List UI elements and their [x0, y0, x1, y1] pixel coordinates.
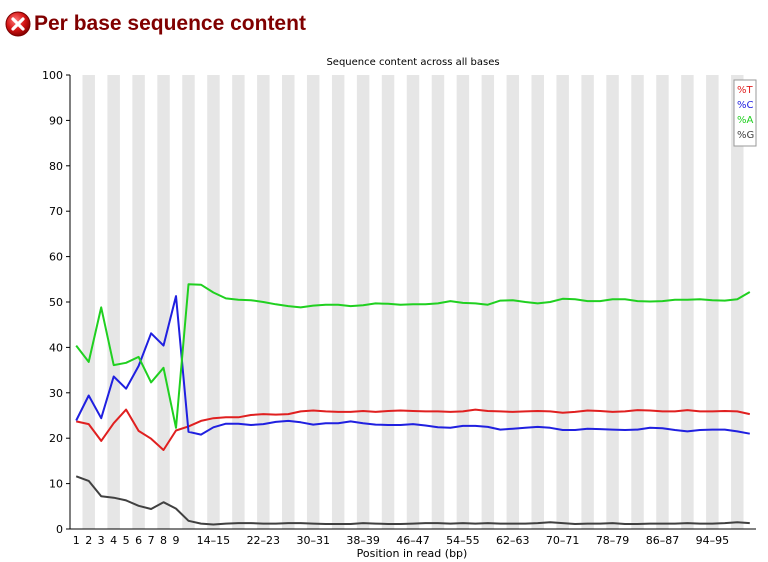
x-tick-label: 4 — [110, 534, 117, 547]
grid-band — [232, 75, 245, 529]
y-tick-label: 70 — [49, 205, 63, 218]
x-tick-label: 38–39 — [346, 534, 380, 547]
chart-legend: %T %C %A %G — [733, 79, 757, 147]
grid-band — [132, 75, 145, 529]
y-axis-ticks: 0 10 20 30 40 50 60 70 80 90 100 — [42, 69, 70, 536]
legend-entry: %G — [737, 130, 754, 141]
grid-band — [356, 75, 370, 529]
x-tick-label: 54–55 — [446, 534, 480, 547]
series-lines — [75, 283, 751, 526]
grid-band — [406, 75, 420, 529]
y-tick-label: 50 — [49, 296, 63, 309]
y-tick-label: 40 — [49, 341, 63, 354]
grid-band — [531, 75, 544, 529]
grid-band — [157, 75, 170, 529]
grid-band — [481, 75, 495, 529]
module-title: Per base sequence content — [34, 12, 306, 35]
y-tick-label: 80 — [49, 160, 63, 173]
x-tick-label: 30–31 — [296, 534, 330, 547]
grid-band — [556, 75, 569, 529]
x-tick-label: 7 — [148, 534, 155, 547]
y-tick-label: 90 — [49, 114, 63, 127]
x-tick-label: 86–87 — [646, 534, 680, 547]
y-tick-label: 0 — [56, 523, 63, 536]
grid-band — [107, 75, 120, 529]
x-tick-label: 5 — [123, 534, 130, 547]
grid-band — [506, 75, 520, 529]
chart-title: Sequence content across all bases — [326, 57, 499, 68]
y-tick-label: 20 — [49, 432, 63, 445]
grid-band — [606, 75, 619, 529]
x-tick-label: 2 — [85, 534, 92, 547]
x-tick-label: 6 — [135, 534, 142, 547]
grid-bands — [82, 75, 744, 529]
x-tick-label: 14–15 — [197, 534, 231, 547]
fail-icon — [5, 11, 31, 37]
grid-band — [331, 75, 345, 529]
grid-band — [431, 75, 445, 529]
x-tick-label: 3 — [98, 534, 105, 547]
grid-band — [182, 75, 195, 529]
y-tick-label: 30 — [49, 387, 63, 400]
legend-entry: %A — [737, 115, 754, 126]
grid-band — [381, 75, 395, 529]
x-tick-label: 22–23 — [247, 534, 281, 547]
grid-band — [731, 75, 744, 529]
series-line-pct-c — [75, 295, 750, 436]
grid-band — [282, 75, 295, 529]
x-axis-ticks: 1 2 3 4 5 6 7 8 9 14–15 22–23 30–31 38–39 46–47 54–55 6… — [73, 534, 729, 547]
grid-band — [306, 75, 320, 529]
y-tick-label: 10 — [49, 478, 63, 491]
grid-band — [82, 75, 95, 529]
x-tick-label: 46–47 — [396, 534, 430, 547]
module-header: Per base sequence content — [4, 8, 306, 40]
x-tick-label: 70–71 — [546, 534, 580, 547]
series-line-pct-a — [75, 283, 751, 429]
x-tick-label: 8 — [160, 534, 167, 547]
y-tick-label: 60 — [49, 251, 63, 264]
x-axis-label: Position in read (bp) — [357, 547, 468, 560]
x-tick-label: 78–79 — [596, 534, 630, 547]
x-tick-label: 62–63 — [496, 534, 530, 547]
legend-entry: %T — [737, 85, 754, 96]
series-line-pct-g — [75, 475, 750, 526]
legend-box — [733, 79, 757, 147]
y-tick-label: 100 — [42, 69, 63, 82]
grid-band — [207, 75, 220, 529]
grid-band — [681, 75, 694, 529]
x-tick-label: 1 — [73, 534, 80, 547]
x-tick-label: 94–95 — [696, 534, 730, 547]
x-tick-label: 9 — [173, 534, 180, 547]
legend-entry: %C — [737, 100, 754, 111]
grid-band — [706, 75, 719, 529]
